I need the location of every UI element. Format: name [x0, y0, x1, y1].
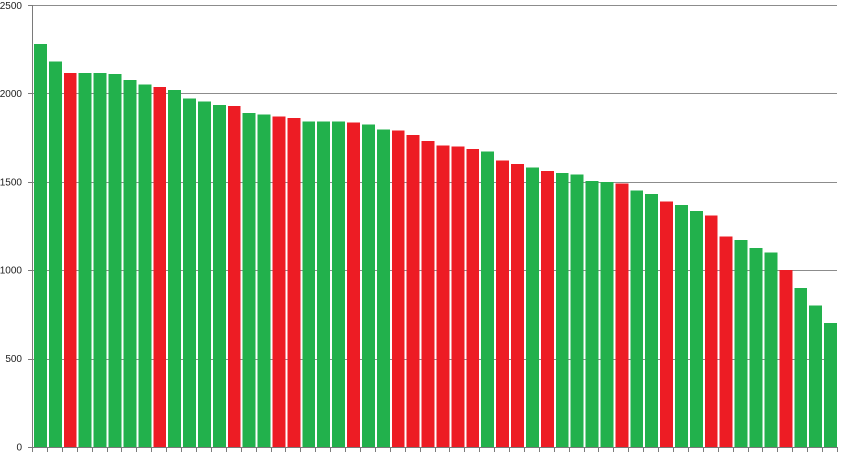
- bar-20: [317, 121, 331, 447]
- bar-47: [719, 236, 733, 447]
- bar-25: [391, 130, 405, 447]
- bar-42: [645, 194, 659, 447]
- bar-34: [525, 167, 539, 447]
- y-tick-label: 1500: [0, 177, 22, 188]
- bar-51: [779, 270, 793, 447]
- bar-19: [302, 121, 316, 447]
- bar-35: [540, 171, 554, 447]
- bar-16: [257, 114, 271, 448]
- bar-7: [123, 80, 137, 447]
- bar-50: [764, 252, 778, 447]
- bar-49: [749, 248, 763, 447]
- bar-22: [347, 122, 360, 447]
- y-tick-label: 1000: [0, 266, 22, 277]
- bar-40: [615, 183, 629, 447]
- bar-45: [689, 210, 703, 447]
- bar-5: [93, 73, 107, 447]
- bar-43: [660, 201, 674, 447]
- bar-31: [481, 151, 495, 448]
- bar-9: [153, 87, 167, 448]
- bar-46: [704, 215, 718, 447]
- bar-8: [138, 84, 152, 447]
- bars: [34, 43, 837, 448]
- bar-41: [630, 190, 644, 447]
- bar-14: [227, 105, 241, 447]
- bar-48: [734, 240, 748, 447]
- bar-4: [78, 73, 92, 447]
- bar-52: [794, 287, 808, 447]
- y-tick-label: 2500: [0, 1, 22, 12]
- bar-27: [421, 141, 435, 447]
- y-tick-label: 0: [16, 443, 22, 453]
- bar-23: [361, 124, 375, 447]
- bar-12: [197, 101, 211, 448]
- bar-26: [406, 134, 420, 447]
- bar-1: [34, 43, 47, 448]
- bar-37: [570, 174, 584, 448]
- bar-54: [824, 323, 837, 447]
- bar-33: [511, 164, 524, 447]
- bar-44: [675, 204, 688, 447]
- bar-3: [63, 73, 77, 447]
- bar-38: [585, 180, 599, 448]
- bar-24: [376, 129, 390, 447]
- y-tick-label: 500: [5, 354, 22, 365]
- bar-53: [809, 305, 823, 447]
- y-tick-labels: 0 500 1000 1500 2000 2500: [0, 1, 22, 453]
- bar-11: [183, 98, 196, 447]
- bar-17: [272, 116, 286, 447]
- bar-18: [287, 118, 301, 448]
- bar-6: [108, 73, 122, 447]
- bar-29: [451, 146, 465, 447]
- bar-30: [466, 149, 480, 447]
- y-tick-label: 2000: [0, 89, 22, 100]
- bar-15: [242, 112, 256, 447]
- bar-21: [332, 121, 346, 447]
- bar-39: [600, 181, 614, 448]
- axes: [28, 5, 838, 452]
- bar-28: [436, 145, 450, 447]
- bar-13: [212, 104, 226, 447]
- bar-32: [496, 160, 510, 447]
- bar-2: [48, 61, 62, 447]
- bar-10: [168, 89, 182, 448]
- bar-36: [555, 172, 569, 447]
